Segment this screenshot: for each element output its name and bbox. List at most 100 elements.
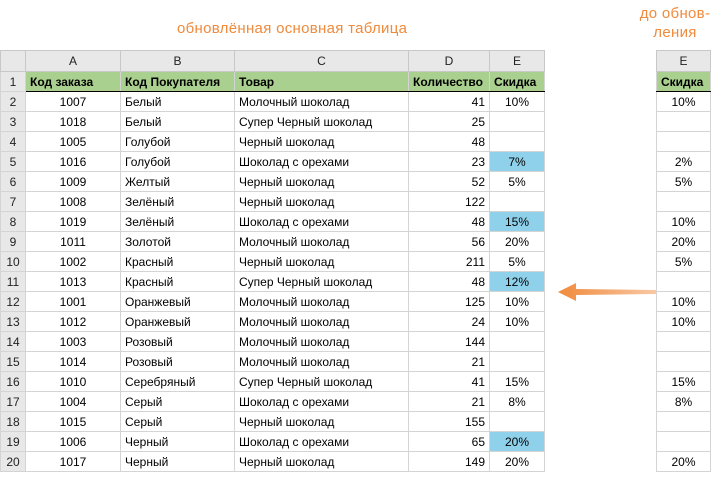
quantity-cell[interactable]: 122 — [408, 191, 490, 212]
previous-discount-cell[interactable]: 5% — [656, 171, 711, 192]
discount-cell[interactable]: 5% — [489, 251, 545, 272]
quantity-cell[interactable]: 125 — [408, 291, 490, 312]
discount-cell[interactable]: 10% — [489, 311, 545, 332]
product-cell[interactable]: Черный шоколад — [234, 131, 409, 152]
quantity-cell[interactable]: 24 — [408, 311, 490, 332]
product-cell[interactable]: Шоколад с орехами — [234, 391, 409, 412]
header-cell[interactable]: Скидка — [489, 71, 545, 92]
row-number[interactable]: 1 — [0, 71, 26, 92]
product-cell[interactable]: Черный шоколад — [234, 171, 409, 192]
row-number[interactable]: 19 — [0, 431, 26, 452]
product-cell[interactable]: Молочный шоколад — [234, 91, 409, 112]
customer-cell[interactable]: Серый — [120, 411, 235, 432]
order-id-cell[interactable]: 1004 — [25, 391, 121, 412]
row-number[interactable]: 10 — [0, 251, 26, 272]
row-number[interactable]: 4 — [0, 131, 26, 152]
row-number[interactable]: 13 — [0, 311, 26, 332]
column-header-a[interactable]: A — [25, 50, 121, 72]
discount-cell[interactable]: 12% — [489, 271, 545, 292]
row-number[interactable]: 6 — [0, 171, 26, 192]
customer-cell[interactable]: Желтый — [120, 171, 235, 192]
side-column-header-e[interactable]: E — [656, 50, 711, 72]
column-header-c[interactable]: C — [234, 50, 409, 72]
previous-discount-cell[interactable] — [656, 411, 711, 432]
order-id-cell[interactable]: 1003 — [25, 331, 121, 352]
previous-discount-cell[interactable] — [656, 191, 711, 212]
product-cell[interactable]: Молочный шоколад — [234, 351, 409, 372]
customer-cell[interactable]: Розовый — [120, 351, 235, 372]
product-cell[interactable]: Шоколад с орехами — [234, 151, 409, 172]
discount-cell[interactable]: 7% — [489, 151, 545, 172]
quantity-cell[interactable]: 21 — [408, 351, 490, 372]
quantity-cell[interactable]: 56 — [408, 231, 490, 252]
column-header-d[interactable]: D — [408, 50, 490, 72]
previous-discount-cell[interactable]: 2% — [656, 151, 711, 172]
customer-cell[interactable]: Белый — [120, 91, 235, 112]
quantity-cell[interactable]: 41 — [408, 371, 490, 392]
row-number[interactable]: 18 — [0, 411, 26, 432]
order-id-cell[interactable]: 1011 — [25, 231, 121, 252]
row-number[interactable]: 11 — [0, 271, 26, 292]
previous-discount-cell[interactable]: 8% — [656, 391, 711, 412]
product-cell[interactable]: Черный шоколад — [234, 251, 409, 272]
product-cell[interactable]: Шоколад с орехами — [234, 431, 409, 452]
discount-cell[interactable] — [489, 131, 545, 152]
previous-discount-cell[interactable]: 15% — [656, 371, 711, 392]
order-id-cell[interactable]: 1010 — [25, 371, 121, 392]
product-cell[interactable]: Супер Черный шоколад — [234, 271, 409, 292]
previous-discount-cell[interactable]: 10% — [656, 211, 711, 232]
customer-cell[interactable]: Золотой — [120, 231, 235, 252]
order-id-cell[interactable]: 1017 — [25, 451, 121, 472]
quantity-cell[interactable]: 23 — [408, 151, 490, 172]
quantity-cell[interactable]: 52 — [408, 171, 490, 192]
order-id-cell[interactable]: 1019 — [25, 211, 121, 232]
row-number[interactable]: 16 — [0, 371, 26, 392]
quantity-cell[interactable]: 48 — [408, 211, 490, 232]
customer-cell[interactable]: Черный — [120, 431, 235, 452]
customer-cell[interactable]: Оранжевый — [120, 291, 235, 312]
discount-cell[interactable] — [489, 331, 545, 352]
select-all-corner[interactable] — [0, 50, 26, 72]
discount-cell[interactable] — [489, 111, 545, 132]
previous-discount-cell[interactable] — [656, 271, 711, 292]
order-id-cell[interactable]: 1005 — [25, 131, 121, 152]
quantity-cell[interactable]: 48 — [408, 271, 490, 292]
discount-cell[interactable]: 20% — [489, 431, 545, 452]
order-id-cell[interactable]: 1013 — [25, 271, 121, 292]
discount-cell[interactable]: 10% — [489, 291, 545, 312]
customer-cell[interactable]: Черный — [120, 451, 235, 472]
product-cell[interactable]: Молочный шоколад — [234, 291, 409, 312]
previous-discount-cell[interactable]: 20% — [656, 451, 711, 472]
customer-cell[interactable]: Серебряный — [120, 371, 235, 392]
order-id-cell[interactable]: 1012 — [25, 311, 121, 332]
order-id-cell[interactable]: 1016 — [25, 151, 121, 172]
product-cell[interactable]: Молочный шоколад — [234, 331, 409, 352]
discount-cell[interactable]: 5% — [489, 171, 545, 192]
previous-discount-cell[interactable]: 5% — [656, 251, 711, 272]
row-number[interactable]: 12 — [0, 291, 26, 312]
discount-cell[interactable]: 20% — [489, 451, 545, 472]
customer-cell[interactable]: Голубой — [120, 151, 235, 172]
previous-discount-cell[interactable] — [656, 131, 711, 152]
product-cell[interactable]: Шоколад с орехами — [234, 211, 409, 232]
quantity-cell[interactable]: 21 — [408, 391, 490, 412]
discount-cell[interactable]: 20% — [489, 231, 545, 252]
row-number[interactable]: 2 — [0, 91, 26, 112]
row-number[interactable]: 14 — [0, 331, 26, 352]
header-cell[interactable]: Количество — [408, 71, 490, 92]
row-number[interactable]: 5 — [0, 151, 26, 172]
previous-discount-cell[interactable] — [656, 331, 711, 352]
header-cell[interactable]: Товар — [234, 71, 409, 92]
row-number[interactable]: 9 — [0, 231, 26, 252]
customer-cell[interactable]: Белый — [120, 111, 235, 132]
column-header-e[interactable]: E — [489, 50, 545, 72]
discount-cell[interactable]: 10% — [489, 91, 545, 112]
quantity-cell[interactable]: 25 — [408, 111, 490, 132]
customer-cell[interactable]: Оранжевый — [120, 311, 235, 332]
row-number[interactable]: 15 — [0, 351, 26, 372]
previous-discount-cell[interactable]: 10% — [656, 91, 711, 112]
order-id-cell[interactable]: 1009 — [25, 171, 121, 192]
header-cell[interactable]: Код заказа — [25, 71, 121, 92]
order-id-cell[interactable]: 1002 — [25, 251, 121, 272]
product-cell[interactable]: Молочный шоколад — [234, 231, 409, 252]
